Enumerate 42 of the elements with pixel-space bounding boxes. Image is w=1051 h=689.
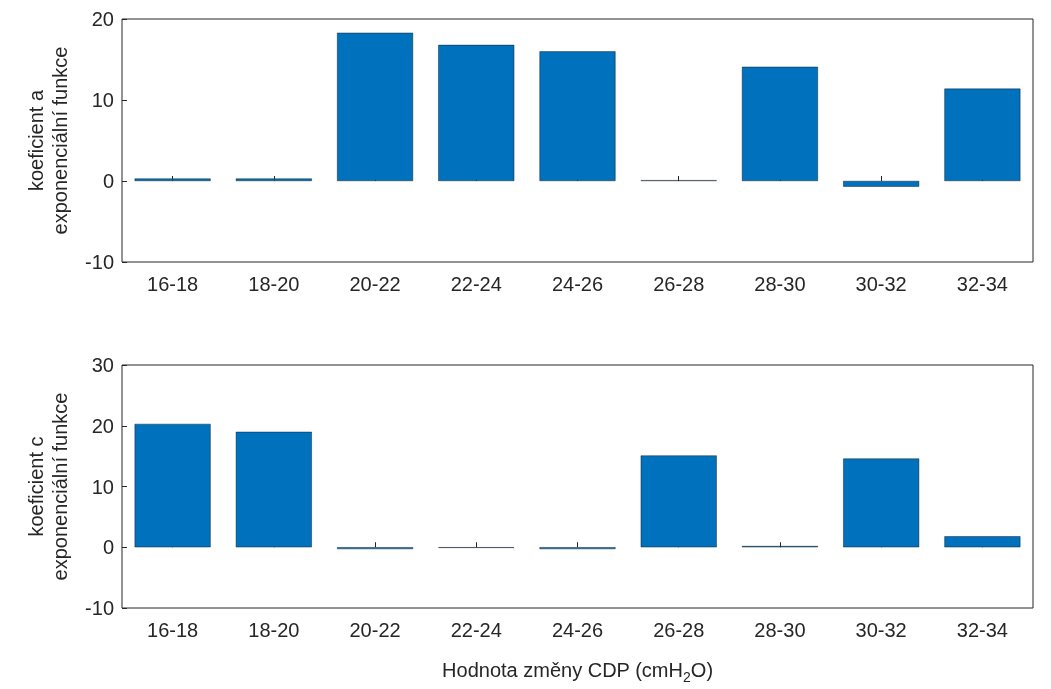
x-tick-label: 16-18 [147, 273, 199, 295]
x-tick-label: 18-20 [248, 619, 300, 641]
y-tick-label: 10 [91, 475, 114, 498]
x-tick-label: 32-34 [956, 273, 1008, 295]
bar [843, 458, 920, 548]
y-tick-label: 20 [91, 8, 114, 30]
bar [741, 66, 818, 181]
x-tick-label: 26-28 [653, 273, 705, 295]
y-tick-label: 30 [91, 354, 114, 376]
x-tick-label: 22-24 [450, 619, 502, 641]
y-tick-label: -10 [85, 251, 114, 273]
y-axis-title: koeficient a exponenciální funkce [25, 46, 71, 235]
bar [235, 178, 312, 181]
y-tick-label: 10 [91, 89, 114, 111]
bar [944, 88, 1021, 181]
x-tick-label: 26-28 [653, 619, 705, 641]
x-tick-label: 30-32 [855, 619, 907, 641]
bar [134, 178, 211, 181]
x-tick-label: 18-20 [248, 273, 300, 295]
y-tick-label: 0 [102, 536, 114, 559]
x-tick-label: 28-30 [754, 619, 806, 641]
bar [235, 431, 312, 548]
x-tick-label: 22-24 [450, 273, 502, 295]
x-tick-label: 20-22 [349, 619, 401, 641]
x-tick-label: 24-26 [551, 273, 604, 295]
y-axis-title: koeficient c exponenciální funkce [25, 392, 71, 581]
bar [539, 51, 616, 181]
bar [640, 455, 717, 548]
y-tick-label: 20 [91, 414, 114, 437]
x-tick-label: 30-32 [855, 273, 907, 295]
x-tick-label: 32-34 [956, 619, 1008, 641]
bar [134, 423, 211, 548]
bar [843, 181, 920, 187]
x-tick-label: 20-22 [349, 273, 401, 295]
bar [944, 536, 1021, 548]
bar [337, 32, 414, 181]
bar [438, 44, 515, 181]
x-tick-label: 16-18 [147, 619, 199, 641]
x-tick-label: 24-26 [551, 619, 604, 641]
y-tick-label: -10 [85, 597, 114, 619]
y-tick-label: 0 [102, 170, 114, 192]
x-tick-label: 28-30 [754, 273, 806, 295]
